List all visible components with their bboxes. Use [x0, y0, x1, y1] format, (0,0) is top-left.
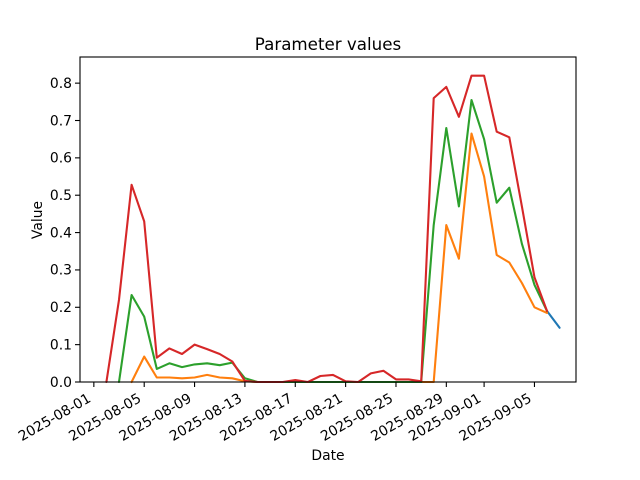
chart-title: Parameter values: [254, 34, 402, 54]
y-axis-label: Value: [30, 200, 46, 240]
y-tick-label: 0.6: [50, 151, 72, 167]
series-green: [117, 98, 549, 384]
series-blue: [545, 309, 561, 329]
series-red: [105, 74, 549, 384]
y-tick-label: 0.7: [50, 113, 72, 129]
y-tick-label: 0.8: [50, 76, 72, 92]
y-tick-label: 0.1: [50, 337, 72, 353]
y-tick-label: 0.5: [50, 188, 72, 204]
x-axis-label: Date: [311, 448, 345, 464]
y-tick-label: 0.4: [50, 225, 72, 241]
y-tick-label: 0.3: [50, 263, 72, 279]
y-tick-label: 0.2: [50, 300, 72, 316]
y-tick-label: 0.0: [50, 375, 72, 391]
plot-spines: [79, 56, 577, 383]
